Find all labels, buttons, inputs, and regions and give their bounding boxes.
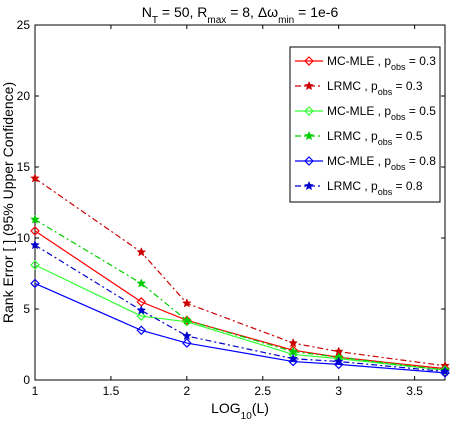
data-point bbox=[304, 180, 314, 191]
legend-label: LRMC , pobs = 0.8 bbox=[327, 179, 423, 197]
data-point bbox=[304, 80, 314, 91]
x-tick-label: 2.5 bbox=[254, 384, 271, 398]
series-line bbox=[34, 230, 446, 370]
data-point bbox=[30, 239, 40, 250]
legend-label: MC-MLE , pobs = 0.3 bbox=[327, 54, 436, 72]
x-tick-label: 3 bbox=[335, 384, 342, 398]
data-point bbox=[136, 278, 147, 288]
series-1 bbox=[30, 226, 450, 374]
legend-label: MC-MLE , pobs = 0.8 bbox=[327, 154, 436, 172]
data-point bbox=[288, 356, 298, 367]
x-axis-label: LOG10(L) bbox=[211, 400, 269, 420]
legend-entry: LRMC , pobs = 0.8 bbox=[295, 179, 423, 197]
y-tick-label: 15 bbox=[17, 160, 31, 174]
legend-entry: LRMC , pobs = 0.5 bbox=[295, 129, 423, 147]
data-point bbox=[136, 311, 147, 321]
data-point bbox=[181, 330, 192, 341]
axes-box bbox=[34, 24, 446, 381]
data-point bbox=[304, 156, 314, 166]
chart-title: NT = 50, Rmax = 8, Δωmin = 1e-6 bbox=[142, 4, 339, 26]
y-axis-label: Rank Error [ ] (95% Upper Confidence) bbox=[0, 82, 16, 323]
legend-label: MC-MLE , pobs = 0.5 bbox=[327, 104, 436, 122]
x-tick-label: 2 bbox=[184, 384, 191, 398]
series-line bbox=[34, 264, 446, 371]
data-point bbox=[136, 325, 147, 336]
legend-entry: MC-MLE , pobs = 0.5 bbox=[295, 104, 436, 122]
data-point bbox=[333, 356, 344, 366]
data-point bbox=[136, 247, 147, 257]
legend-label: LRMC , pobs = 0.5 bbox=[327, 129, 423, 147]
y-tick-label: 0 bbox=[23, 373, 30, 387]
series-line bbox=[34, 282, 446, 374]
x-tick-label: 3.5 bbox=[406, 384, 423, 398]
data-point bbox=[30, 173, 40, 183]
y-tick-label: 20 bbox=[17, 89, 31, 103]
legend: MC-MLE , pobs = 0.3 LRMC , pobs = 0.3 MC-M… bbox=[289, 46, 441, 203]
series-line bbox=[34, 219, 446, 371]
data-point bbox=[440, 366, 450, 376]
legend-label: LRMC , pobs = 0.3 bbox=[327, 79, 423, 97]
legend-entry: MC-MLE , pobs = 0.3 bbox=[295, 54, 436, 72]
data-point bbox=[333, 359, 344, 370]
data-point bbox=[304, 106, 314, 116]
legend-entry: LRMC , pobs = 0.3 bbox=[295, 79, 423, 97]
data-point bbox=[181, 298, 192, 308]
data-point bbox=[288, 337, 299, 348]
x-tick-label: 1 bbox=[32, 384, 39, 398]
data-point bbox=[30, 226, 40, 236]
series-4 bbox=[30, 214, 450, 375]
data-point bbox=[182, 338, 192, 348]
data-point bbox=[181, 315, 192, 325]
data-point bbox=[304, 56, 314, 66]
legend-entry: MC-MLE , pobs = 0.8 bbox=[295, 154, 436, 172]
series-3 bbox=[30, 260, 450, 375]
x-tick-label: 1.5 bbox=[103, 384, 120, 398]
series-6 bbox=[30, 239, 450, 376]
data-point bbox=[288, 353, 299, 363]
series-line bbox=[34, 177, 446, 367]
y-tick-label: 5 bbox=[23, 302, 30, 316]
data-point bbox=[136, 305, 147, 315]
data-point bbox=[30, 214, 40, 224]
plot-area: 1 1.5 2 2.5 3 3.5 0 5 10 15 20 25 bbox=[17, 18, 450, 398]
y-tick-label: 25 bbox=[17, 18, 31, 32]
y-tick-label: 10 bbox=[17, 231, 31, 245]
series-2 bbox=[30, 173, 450, 370]
series-line bbox=[34, 244, 446, 373]
data-point bbox=[30, 278, 40, 289]
data-point bbox=[304, 130, 314, 141]
data-point bbox=[30, 260, 40, 270]
legend-box bbox=[289, 46, 441, 203]
